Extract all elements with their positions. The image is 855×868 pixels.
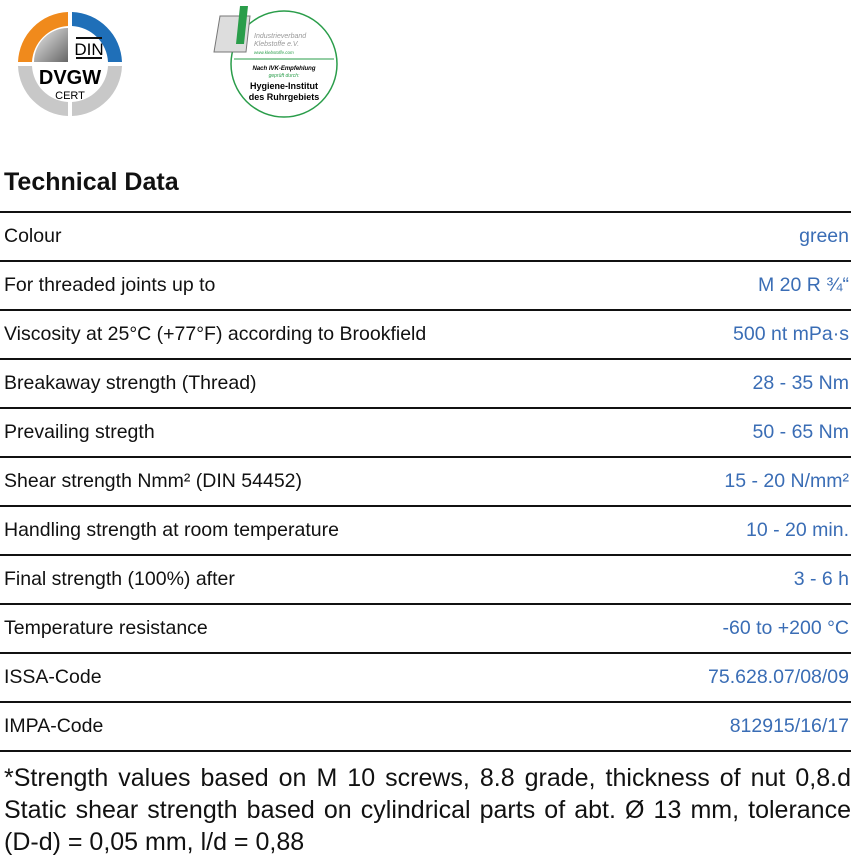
table-row: Temperature resistance -60 to +200 °C — [0, 605, 851, 654]
footnote: *Strength values based on M 10 screws, 8… — [4, 764, 851, 856]
row-label: Handling strength at room temperature — [4, 519, 339, 541]
table-row: Colour green — [0, 213, 851, 262]
svg-text:Hygiene-Institut: Hygiene-Institut — [250, 81, 318, 91]
svg-text:Industrieverband: Industrieverband — [254, 33, 307, 40]
row-label: Colour — [4, 225, 62, 247]
row-value: 50 - 65 Nm — [752, 421, 849, 443]
table-row: Viscosity at 25°C (+77°F) according to B… — [0, 311, 851, 360]
technical-data-table: Colour green For threaded joints up to M 20… — [0, 211, 851, 752]
svg-text:www.klebstoffe.com: www.klebstoffe.com — [254, 50, 294, 55]
table-row: Handling strength at room temperature 10 … — [0, 507, 851, 556]
table-row: Final strength (100%) after 3 - 6 h — [0, 556, 851, 605]
row-label: Shear strength Nmm² (DIN 54452) — [4, 470, 303, 492]
svg-text:Klebstoffe e.V.: Klebstoffe e.V. — [254, 41, 299, 48]
row-value: 75.628.07/08/09 — [708, 666, 849, 688]
dvgw-cert-logo: DIN DVGW CERT — [18, 12, 122, 116]
row-label: Temperature resistance — [4, 617, 208, 639]
row-label: IMPA-Code — [4, 715, 104, 737]
row-label: Breakaway strength (Thread) — [4, 372, 257, 394]
row-value: 15 - 20 N/mm² — [724, 470, 849, 492]
svg-text:CERT: CERT — [55, 90, 85, 102]
row-label: ISSA-Code — [4, 666, 102, 688]
row-value: 10 - 20 min. — [746, 519, 849, 541]
ivk-hygiene-logo: Industrieverband Klebstoffe e.V. www.kle… — [213, 6, 338, 118]
section-title: Technical Data — [4, 168, 179, 196]
svg-text:DVGW: DVGW — [39, 67, 101, 89]
table-row: Shear strength Nmm² (DIN 54452) 15 - 20 N… — [0, 458, 851, 507]
svg-text:geprüft durch:: geprüft durch: — [269, 73, 300, 79]
row-value: M 20 R ¾“ — [757, 274, 849, 296]
row-value: 28 - 35 Nm — [752, 372, 849, 394]
svg-text:DIN: DIN — [74, 40, 103, 59]
row-value: green — [799, 225, 849, 247]
table-row: ISSA-Code 75.628.07/08/09 — [0, 654, 851, 703]
row-value: 812915/16/17 — [729, 715, 849, 737]
row-value: 500 nt mPa·s — [733, 323, 849, 345]
row-label: For threaded joints up to — [4, 274, 216, 296]
row-label: Viscosity at 25°C (+77°F) according to B… — [4, 323, 427, 345]
table-row: Prevailing stregth 50 - 65 Nm — [0, 409, 851, 458]
row-value: -60 to +200 °C — [722, 617, 849, 639]
table-row: IMPA-Code 812915/16/17 — [0, 703, 851, 752]
table-row: Breakaway strength (Thread) 28 - 35 Nm — [0, 360, 851, 409]
table-row: For threaded joints up to M 20 R ¾“ — [0, 262, 851, 311]
row-value: 3 - 6 h — [793, 568, 849, 590]
svg-text:Nach IVK-Empfehlung: Nach IVK-Empfehlung — [252, 66, 315, 72]
row-label: Final strength (100%) after — [4, 568, 235, 590]
row-label: Prevailing stregth — [4, 421, 155, 443]
svg-text:des Ruhrgebiets: des Ruhrgebiets — [249, 92, 320, 102]
